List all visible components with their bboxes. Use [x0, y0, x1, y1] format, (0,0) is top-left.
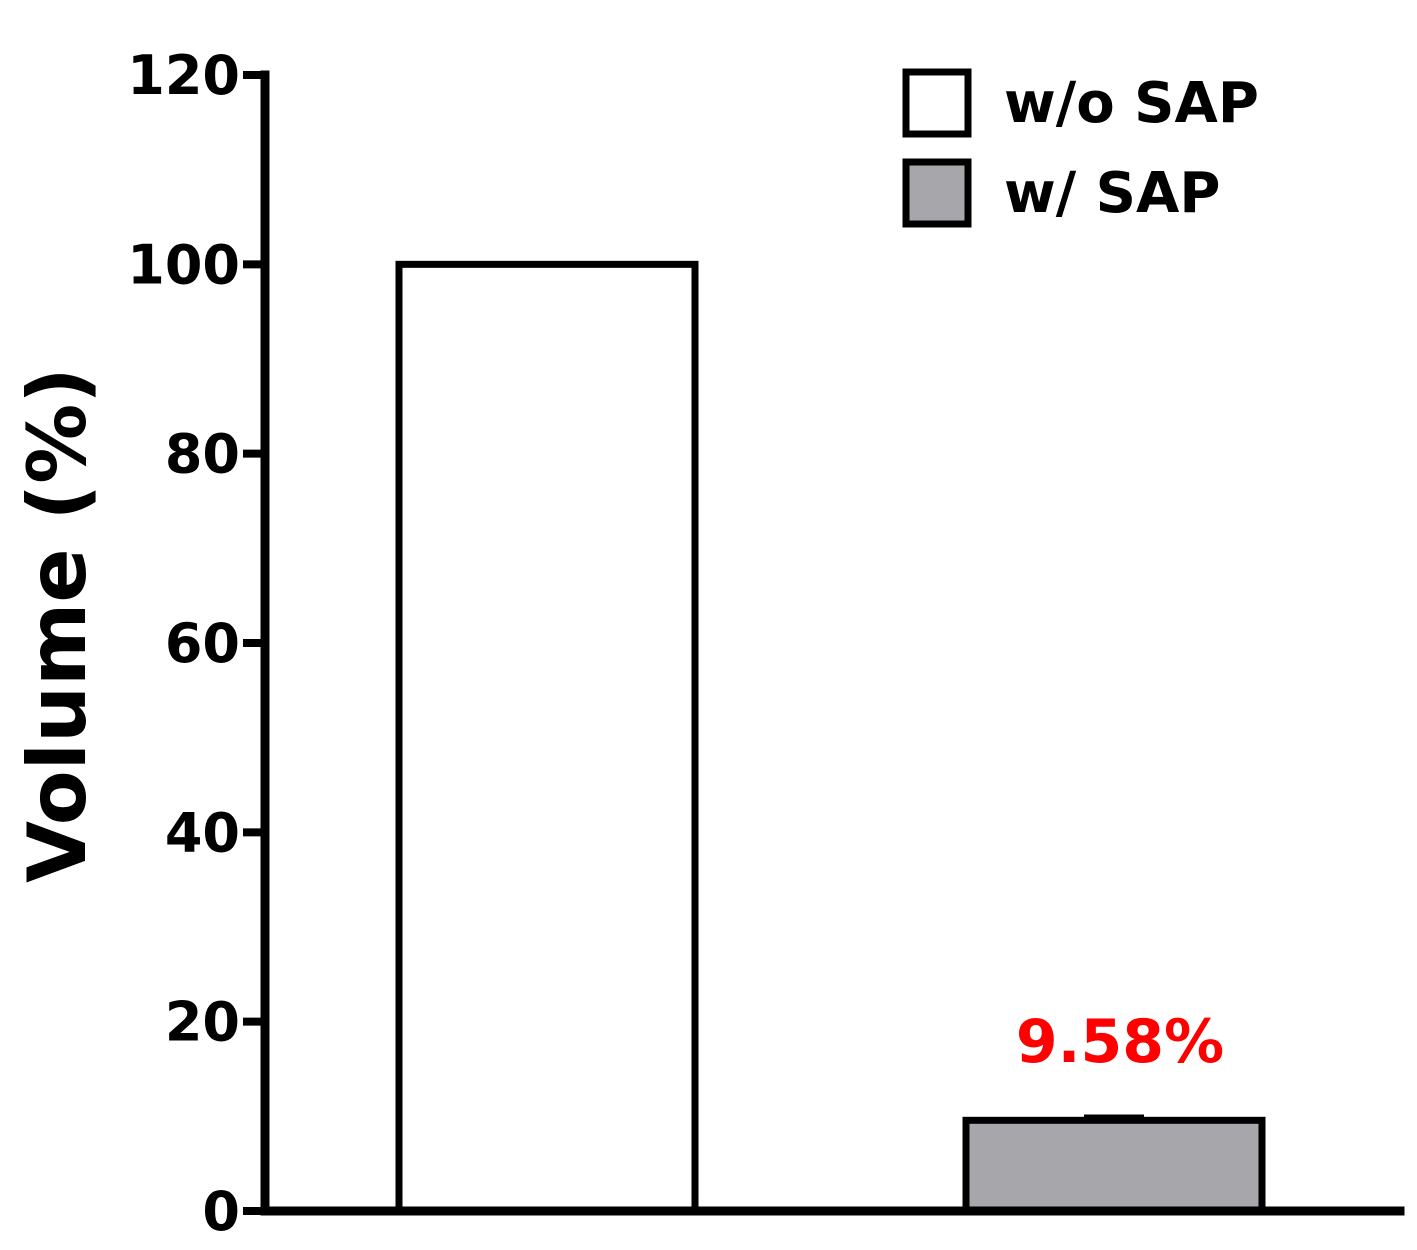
- y-tick-label: 80: [165, 423, 240, 486]
- y-tick-label: 100: [127, 233, 240, 296]
- legend: w/o SAP w/ SAP: [906, 71, 1259, 226]
- y-axis-label: Volume (%): [11, 367, 104, 883]
- legend-label: w/ SAP: [1004, 161, 1220, 226]
- legend-label: w/o SAP: [1004, 71, 1259, 136]
- bar-with-sap: [966, 1120, 1262, 1211]
- legend-swatch: [906, 162, 968, 224]
- data-labels: 9.58%: [1016, 1007, 1224, 1077]
- y-tick-label: 40: [165, 801, 240, 864]
- y-tick-label: 120: [127, 44, 240, 107]
- y-axis-ticks: 0 20 40 60 80 100 120: [127, 44, 265, 1243]
- legend-swatch: [906, 72, 968, 134]
- error-bars: [1084, 1117, 1144, 1120]
- y-tick-label: 0: [202, 1180, 240, 1243]
- bar-without-sap: [399, 264, 695, 1211]
- bar-data-label: 9.58%: [1016, 1007, 1224, 1077]
- y-tick-label: 20: [165, 991, 240, 1054]
- y-tick-label: 60: [165, 612, 240, 675]
